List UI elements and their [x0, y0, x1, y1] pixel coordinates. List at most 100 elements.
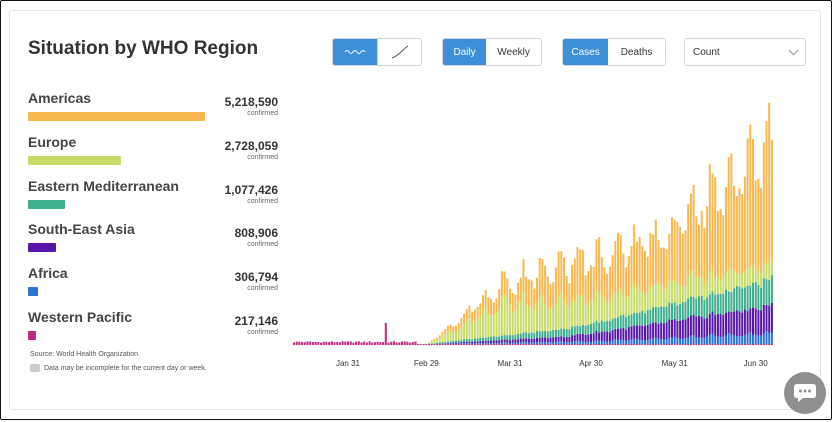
bar-segment: [711, 270, 714, 292]
bar-segment: [608, 332, 611, 342]
bar-segment: [527, 338, 530, 343]
bar-segment: [660, 247, 663, 286]
bar-segment: [754, 282, 757, 309]
bar-segment: [479, 343, 482, 345]
bar-segment: [352, 342, 355, 345]
bar-segment: [455, 340, 457, 343]
region-item-south-east-asia[interactable]: South-East Asia 808,906 confirmed: [28, 221, 288, 261]
region-item-eastern-mediterranean[interactable]: Eastern Mediterranean 1,077,426 confirme…: [28, 178, 288, 218]
region-item-europe[interactable]: Europe 2,728,059 confirmed: [28, 134, 288, 174]
log-scale-button[interactable]: [377, 39, 421, 65]
bar-segment: [519, 277, 522, 302]
bar-segment: [725, 187, 727, 272]
bar-segment: [503, 271, 506, 295]
bar-segment: [627, 315, 630, 328]
bar-segment: [430, 340, 433, 342]
bar-segment: [592, 299, 595, 324]
bar-segment: [657, 344, 660, 345]
bar-segment: [444, 342, 447, 344]
bar-segment: [652, 338, 655, 345]
bar-segment: [376, 341, 379, 345]
bar-segment: [762, 304, 765, 334]
deaths-button[interactable]: Deaths: [620, 46, 653, 58]
bar-segment: [698, 344, 700, 345]
bar-segment: [525, 276, 528, 305]
bar-segment: [449, 324, 452, 331]
bars-group: [293, 102, 773, 345]
bar-segment: [544, 341, 547, 344]
bar-segment: [743, 271, 746, 288]
bar-segment: [341, 341, 344, 345]
bar-segment: [611, 343, 614, 345]
bar-segment: [530, 342, 533, 345]
bar-segment: [487, 297, 490, 315]
bar-segment: [765, 279, 768, 305]
bar-segment: [727, 344, 730, 345]
bar-segment: [600, 257, 603, 297]
bar-segment: [554, 329, 557, 337]
bar-segment: [428, 342, 430, 344]
bar-segment: [498, 289, 501, 310]
bar-segment: [725, 289, 727, 313]
bar-segment: [527, 333, 530, 339]
bar-segment: [519, 301, 522, 334]
region-item-americas[interactable]: Americas 5,218,590 confirmed: [28, 90, 288, 130]
bar-segment: [538, 257, 541, 298]
bar-segment: [492, 340, 495, 344]
region-item-western-pacific[interactable]: Western Pacific 217,146 confirmed: [28, 309, 288, 349]
region-item-africa[interactable]: Africa 306,794 confirmed: [28, 265, 288, 305]
bar-segment: [433, 340, 436, 344]
bar-segment: [703, 299, 706, 319]
bar-segment: [716, 211, 719, 277]
bar-segment: [544, 265, 547, 304]
bar-segment: [619, 339, 622, 345]
bar-segment: [646, 291, 649, 311]
bar-segment: [509, 288, 511, 305]
bar-segment: [438, 335, 441, 339]
bar-segment: [498, 336, 501, 341]
bar-segment: [684, 319, 687, 339]
x-tick-label: Mar 31: [498, 359, 523, 368]
source-text: Source: World Health Organization: [30, 351, 139, 358]
bar-segment: [722, 215, 725, 277]
bar-segment: [522, 342, 525, 344]
weekly-button[interactable]: Weekly: [497, 46, 530, 58]
bar-segment: [635, 286, 638, 314]
bar-segment: [457, 340, 460, 343]
bar-segment: [770, 332, 773, 344]
bar-segment: [689, 296, 692, 316]
bar-segment: [460, 343, 463, 344]
bar-segment: [676, 344, 679, 345]
daily-button[interactable]: Daily: [443, 39, 487, 65]
bar-segment: [463, 323, 466, 340]
bar-segment: [449, 342, 452, 344]
bar-segment: [514, 344, 517, 345]
bar-segment: [770, 139, 773, 258]
bar-segment: [433, 343, 436, 344]
bar-segment: [482, 310, 484, 338]
bar-segment: [684, 286, 687, 302]
bar-segment: [684, 301, 687, 320]
bar-segment: [590, 333, 592, 342]
bar-segment: [320, 342, 322, 345]
bar-segment: [711, 173, 714, 271]
bar-segment: [673, 336, 676, 345]
bar-segment: [679, 303, 682, 321]
bar-segment: [590, 341, 592, 344]
bar-segment: [654, 322, 657, 338]
bar-segment: [654, 283, 657, 308]
linear-scale-button[interactable]: [333, 39, 377, 65]
bar-segment: [676, 222, 679, 284]
bar-segment: [587, 324, 590, 335]
cases-button[interactable]: Cases: [563, 39, 609, 65]
bar-segment: [749, 266, 752, 286]
bar-segment: [519, 343, 522, 345]
bar-segment: [606, 320, 609, 332]
bar-segment: [652, 344, 655, 345]
bar-segment: [503, 335, 506, 340]
bar-segment: [649, 286, 652, 311]
measure-select[interactable]: Count: [684, 38, 806, 66]
bar-segment: [498, 344, 501, 345]
chat-button[interactable]: [784, 372, 826, 414]
bar-segment: [436, 339, 439, 343]
